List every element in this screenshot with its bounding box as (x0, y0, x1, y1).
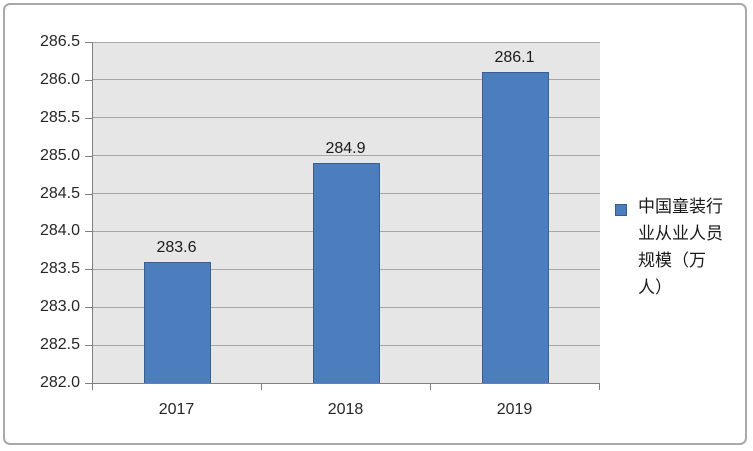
y-axis-tick-mark (85, 345, 92, 347)
y-axis-tick-mark (85, 117, 92, 119)
legend-label-line: 业从业人员 (638, 224, 723, 243)
plot-area (92, 41, 600, 384)
bar-value-label: 284.9 (325, 140, 366, 158)
gridline (93, 79, 600, 81)
legend-label-line: 规模（万 (638, 251, 706, 270)
gridline (93, 117, 600, 119)
gridline (93, 155, 600, 157)
y-axis-tick-label: 284.0 (39, 222, 80, 240)
bar (313, 163, 380, 383)
x-axis-tick-mark (92, 384, 93, 390)
y-axis-tick-mark (85, 231, 92, 233)
y-axis-tick-label: 284.5 (39, 184, 80, 202)
gridline (93, 41, 600, 43)
y-axis-tick-label: 283.5 (39, 260, 80, 278)
y-axis-tick-mark (85, 79, 92, 81)
bar-value-label: 283.6 (156, 238, 197, 256)
x-axis-tick-mark (261, 384, 262, 390)
y-axis-tick-label: 282.5 (39, 336, 80, 354)
bar (482, 72, 549, 383)
x-axis-tick-label: 2018 (327, 401, 364, 418)
x-axis-tick-mark (430, 384, 431, 390)
legend-label-line: 人） (638, 278, 672, 297)
y-axis-tick-mark (85, 269, 92, 271)
legend-color-swatch (615, 204, 627, 216)
y-axis-tick-label: 286.0 (39, 70, 80, 88)
y-axis-tick-mark (85, 383, 92, 384)
y-axis-tick-label: 285.0 (39, 146, 80, 164)
legend-label-line: 中国童装行 (638, 197, 723, 216)
y-axis-tick-label: 283.0 (39, 298, 80, 316)
x-axis-tick-label: 2019 (496, 401, 533, 418)
y-axis-tick-mark (85, 155, 92, 157)
y-axis-tick-mark (85, 193, 92, 195)
y-axis-tick-label: 286.5 (39, 33, 80, 50)
x-axis-tick-label: 2017 (158, 401, 195, 418)
legend-label: 中国童装行 业从业人员 规模（万 人） (638, 193, 734, 301)
y-axis-tick-mark (85, 307, 92, 309)
bar (144, 261, 211, 383)
y-axis-tick-label: 285.5 (39, 108, 80, 126)
x-axis-tick-mark (599, 384, 600, 390)
y-axis-tick-mark (85, 42, 92, 43)
bar-value-label: 286.1 (494, 49, 535, 67)
y-axis-tick-label: 282.0 (39, 374, 80, 391)
